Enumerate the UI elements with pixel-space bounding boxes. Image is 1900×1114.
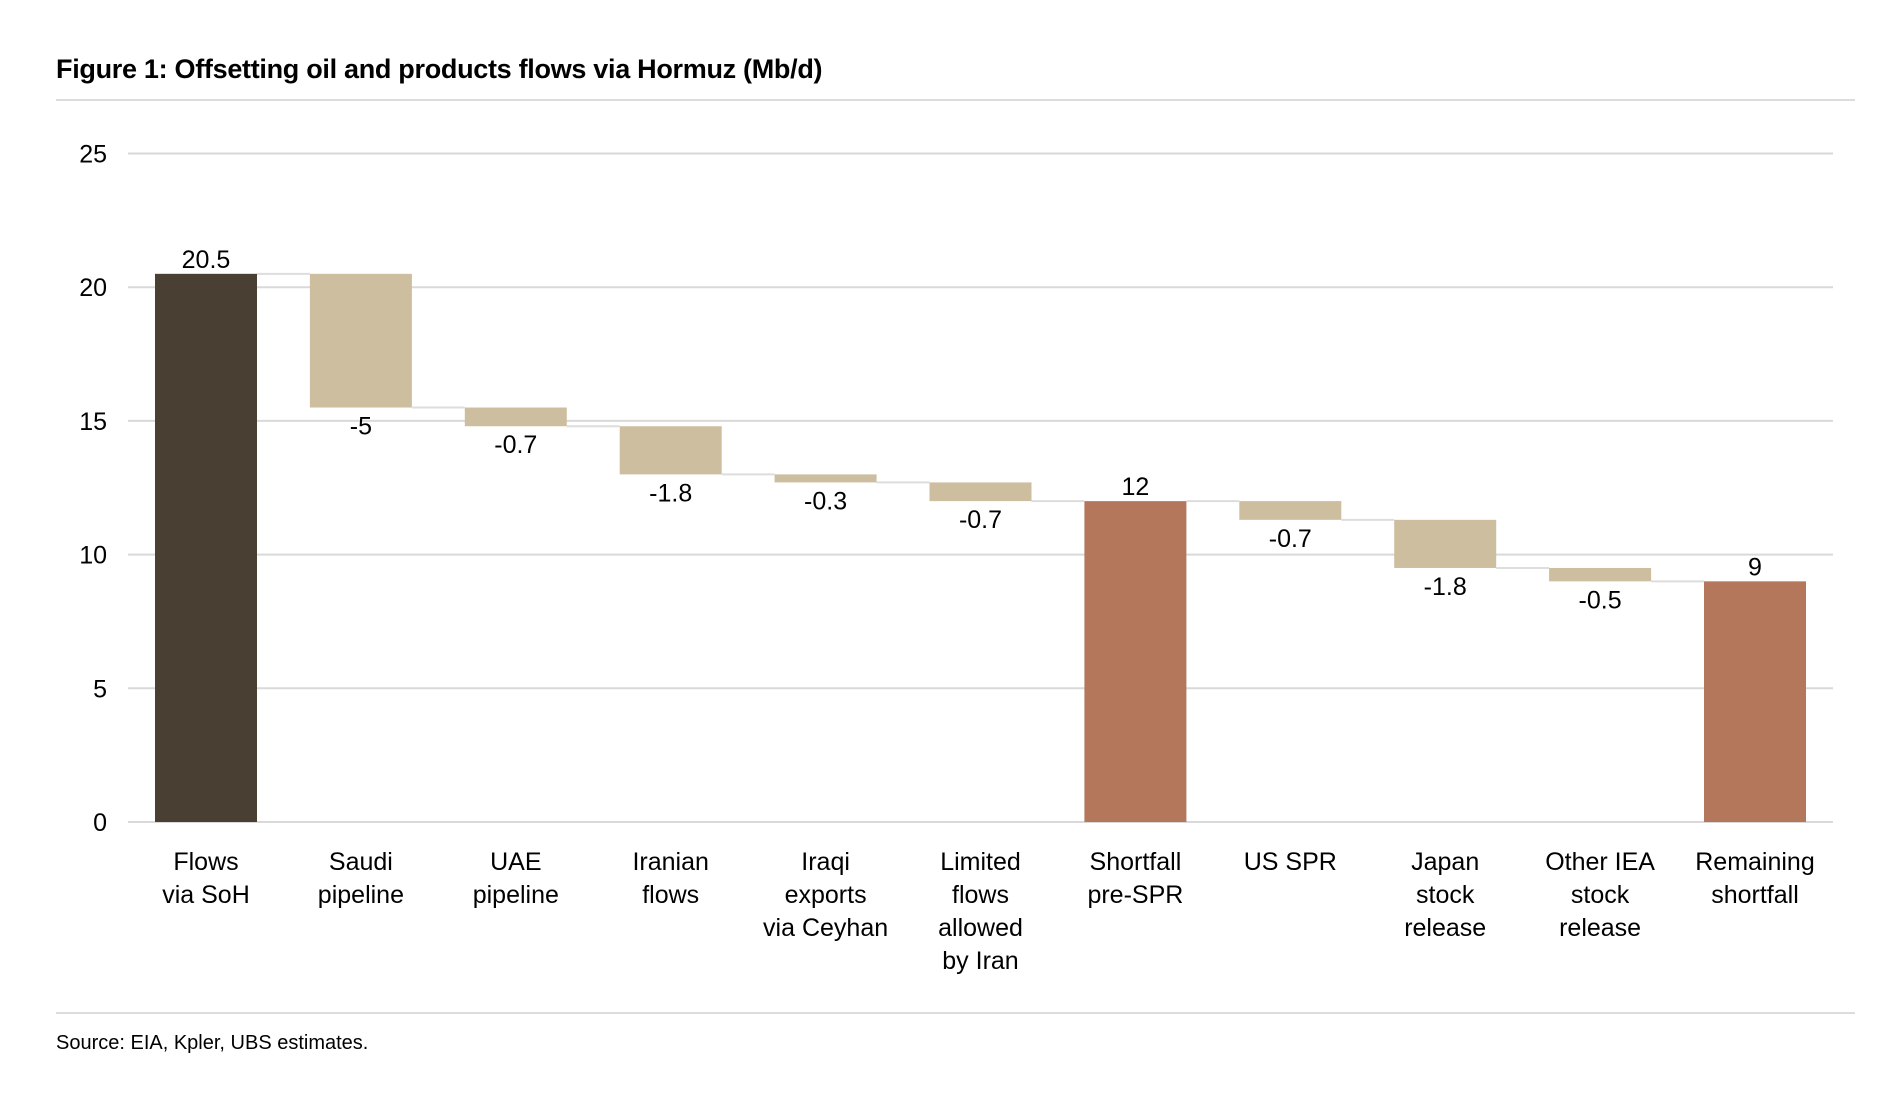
x-category-label: via SoH bbox=[162, 881, 250, 909]
data-label: 20.5 bbox=[182, 246, 231, 274]
x-category-label: Shortfall bbox=[1090, 848, 1182, 876]
x-category-label: flows bbox=[952, 881, 1009, 909]
y-tick-label: 10 bbox=[79, 542, 107, 570]
bar-delta bbox=[619, 426, 722, 475]
x-category-label: stock bbox=[1416, 881, 1475, 909]
x-category-label: Saudi bbox=[329, 848, 393, 876]
bar-delta bbox=[309, 273, 412, 408]
x-category-label: by Iran bbox=[942, 947, 1018, 975]
y-tick-label: 20 bbox=[79, 274, 107, 302]
bottom-divider bbox=[56, 1012, 1855, 1014]
data-label: -5 bbox=[350, 413, 372, 441]
x-category-label: pipeline bbox=[473, 881, 559, 909]
data-label: -1.8 bbox=[1424, 573, 1467, 601]
y-tick-label: 0 bbox=[93, 809, 107, 837]
x-category-label: pipeline bbox=[318, 881, 404, 909]
x-category-label: Remaining bbox=[1695, 848, 1815, 876]
x-category-label: stock bbox=[1571, 881, 1630, 909]
bar-delta bbox=[1239, 501, 1342, 520]
bar-delta bbox=[464, 407, 567, 427]
data-label: 12 bbox=[1121, 473, 1149, 501]
x-category-label: exports bbox=[785, 881, 867, 909]
bar-delta bbox=[774, 474, 877, 483]
y-tick-label: 5 bbox=[93, 675, 107, 703]
bar-delta bbox=[1549, 567, 1652, 582]
x-category-label: Flows bbox=[173, 848, 238, 876]
y-tick-label: 25 bbox=[79, 141, 107, 169]
x-category-label: Japan bbox=[1411, 848, 1479, 876]
x-category-label: via Ceyhan bbox=[763, 914, 888, 942]
data-label: -0.5 bbox=[1579, 586, 1622, 614]
x-category-label: Limited bbox=[940, 848, 1021, 876]
bar-delta bbox=[1394, 519, 1497, 568]
x-category-label: release bbox=[1404, 914, 1486, 942]
x-category-label: release bbox=[1559, 914, 1641, 942]
bar-total bbox=[1704, 581, 1806, 822]
x-category-label: Other IEA bbox=[1545, 848, 1655, 876]
bar-subtotal bbox=[1084, 501, 1187, 822]
bar-start bbox=[155, 273, 257, 823]
data-label: -0.7 bbox=[494, 431, 537, 459]
bar-delta bbox=[929, 482, 1032, 502]
data-label: 9 bbox=[1748, 553, 1762, 581]
x-category-label: UAE bbox=[490, 848, 541, 876]
x-category-label: Iraqi bbox=[801, 848, 850, 876]
data-label: -0.7 bbox=[959, 506, 1002, 534]
data-label: -0.3 bbox=[804, 487, 847, 515]
top-divider bbox=[56, 99, 1855, 101]
y-tick-label: 15 bbox=[79, 408, 107, 436]
x-category-label: flows bbox=[642, 881, 699, 909]
x-category-label: US SPR bbox=[1244, 848, 1337, 876]
x-category-label: pre-SPR bbox=[1087, 881, 1183, 909]
source-note: Source: EIA, Kpler, UBS estimates. bbox=[56, 1032, 369, 1054]
data-label: -0.7 bbox=[1269, 525, 1312, 553]
chart-title: Figure 1: Offsetting oil and products fl… bbox=[56, 54, 823, 84]
x-category-label: allowed bbox=[938, 914, 1023, 942]
x-category-label: shortfall bbox=[1711, 881, 1799, 909]
data-label: -1.8 bbox=[649, 479, 692, 507]
x-category-label: Iranian bbox=[632, 848, 708, 876]
